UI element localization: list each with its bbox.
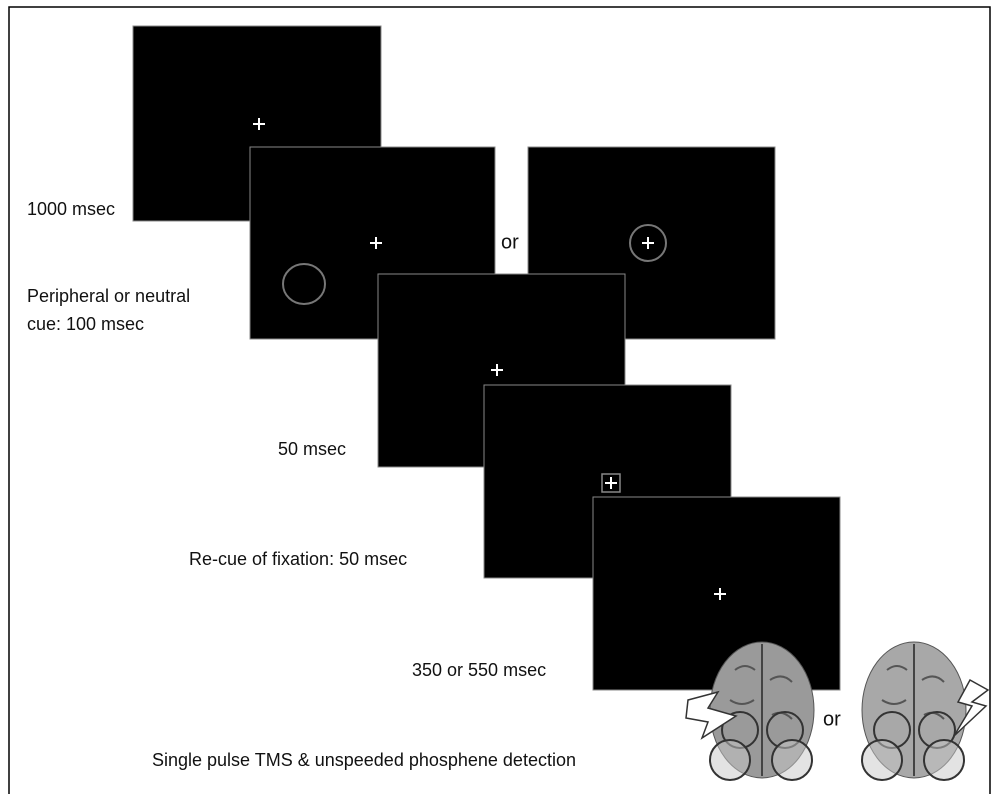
step-label: 1000 msec (27, 199, 115, 219)
step-label: Peripheral or neutral (27, 286, 190, 306)
step-label: Single pulse TMS & unspeeded phosphene d… (152, 750, 576, 770)
diagram: 1000 msec Peripheral or neutral cue: 100… (0, 0, 998, 794)
step-label: Re-cue of fixation: 50 msec (189, 549, 407, 569)
step-label: cue: 100 msec (27, 314, 144, 334)
alternative-label: or (823, 708, 841, 730)
brain-right-stim (862, 642, 988, 780)
step-label: 50 msec (278, 439, 346, 459)
step-label: 350 or 550 msec (412, 660, 546, 680)
alternative-label: or (501, 231, 519, 253)
